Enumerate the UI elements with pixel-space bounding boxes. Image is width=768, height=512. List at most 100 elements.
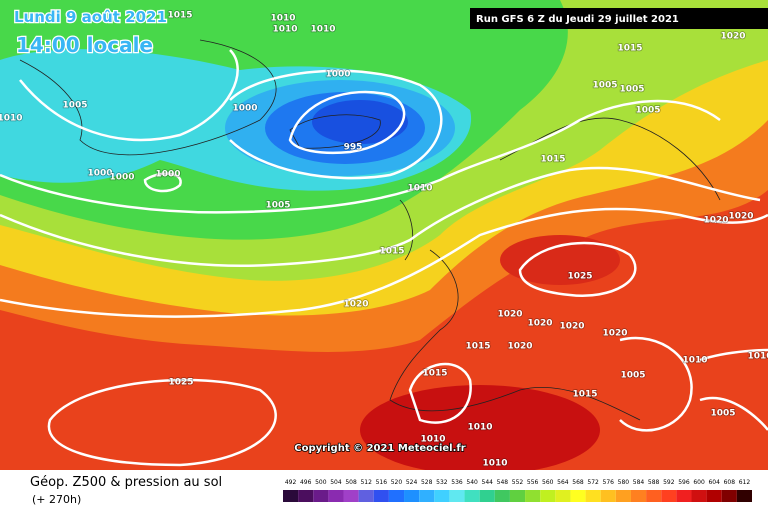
isobar-label: 1000 <box>325 70 350 80</box>
isobar-label: 1005 <box>620 371 645 381</box>
isobar-label: 1015 <box>465 342 490 352</box>
coastline-europe <box>389 117 721 421</box>
isobar-label: 1000 <box>109 173 134 183</box>
isobar-label: 995 <box>344 143 363 153</box>
isobar-label: 1000 <box>155 170 180 180</box>
scale-cell <box>585 490 601 502</box>
scale-label: 516 <box>376 479 388 486</box>
scale-label: 580 <box>618 479 630 486</box>
scale-cell <box>328 490 344 502</box>
scale-cell <box>600 490 616 502</box>
scale-label: 528 <box>421 479 433 486</box>
isobar-label: 1015 <box>379 247 404 257</box>
scale-label: 608 <box>724 479 736 486</box>
scale-label: 540 <box>466 479 478 486</box>
isobar-label: 1005 <box>62 101 87 111</box>
scale-cell <box>283 490 299 502</box>
isobar <box>0 99 721 214</box>
scale-cell <box>646 490 662 502</box>
scale-cell <box>343 490 359 502</box>
isobar-label: 1005 <box>619 85 644 95</box>
isobar-label: 1025 <box>567 272 592 282</box>
scale-cell <box>419 490 435 502</box>
isobar-label: 1015 <box>167 11 192 21</box>
isobar <box>229 69 443 180</box>
isobar-label: 1020 <box>507 342 532 352</box>
copyright: Copyright © 2021 Meteociel.fr <box>294 443 465 454</box>
isobar-label: 1010 <box>272 25 297 35</box>
scale-label: 532 <box>436 479 448 486</box>
isobar <box>288 90 406 155</box>
isobar-label: 1025 <box>168 378 193 388</box>
isobar <box>0 166 761 267</box>
footer-title: Géop. Z500 & pression au sol <box>30 475 222 490</box>
isobar-label: 1010 <box>0 114 23 124</box>
scale-label: 560 <box>542 479 554 486</box>
isobar-label: 1020 <box>720 32 745 42</box>
isobar-label: 1015 <box>617 44 642 54</box>
scale-label: 600 <box>693 479 705 486</box>
scale-cell <box>555 490 571 502</box>
scale-label: 548 <box>497 479 509 486</box>
coastline-iceland <box>289 114 381 149</box>
isobar-label: 1005 <box>592 81 617 91</box>
scale-cell <box>313 490 329 502</box>
scale-cell <box>494 490 510 502</box>
scale-label: 552 <box>512 479 524 486</box>
scale-label: 584 <box>633 479 645 486</box>
scale-label: 592 <box>663 479 675 486</box>
scale-label: 556 <box>527 479 539 486</box>
scale-label: 604 <box>708 479 720 486</box>
scale-cell <box>358 490 374 502</box>
scale-cell <box>509 490 526 502</box>
scale-cell <box>525 490 541 502</box>
scale-cell <box>706 490 722 502</box>
isobar <box>0 207 768 318</box>
isobar-label: 1010 <box>482 459 507 469</box>
scale-label: 512 <box>360 479 372 486</box>
scale-label: 596 <box>678 479 690 486</box>
isobar-label: 1010 <box>682 356 707 366</box>
scale-cell <box>615 490 631 502</box>
scale-label: 572 <box>587 479 599 486</box>
isobar <box>619 336 768 432</box>
scale-cell <box>570 490 586 502</box>
scale-label: 524 <box>406 479 418 486</box>
isobar-label: 1015 <box>422 369 447 379</box>
scale-cell <box>479 490 495 502</box>
isobar-label: 1000 <box>232 104 257 114</box>
isobar-label: 1020 <box>703 216 728 226</box>
field-dark-blue <box>312 100 408 144</box>
isobar <box>143 172 182 193</box>
scale-cell <box>676 490 692 502</box>
isobar-label: 1010 <box>467 423 492 433</box>
isobar-label: 1010 <box>747 352 768 362</box>
scale-cell <box>691 490 707 502</box>
footer-subtitle: (+ 270h) <box>32 493 81 506</box>
scale-label: 536 <box>451 479 463 486</box>
scale-cell <box>464 490 480 502</box>
scale-label: 508 <box>345 479 357 486</box>
isobar-label: 1005 <box>710 409 735 419</box>
scale-label: 504 <box>330 479 342 486</box>
scale-cell <box>298 490 314 502</box>
scale-label: 500 <box>315 479 327 486</box>
scale-cell <box>388 490 405 502</box>
isobar-label: 1000 <box>87 169 112 179</box>
isobar-label: 1020 <box>559 322 584 332</box>
scale-label: 576 <box>603 479 615 486</box>
scale-cell <box>661 490 677 502</box>
scale-label: 544 <box>482 479 494 486</box>
scale-label: 588 <box>648 479 660 486</box>
run-box <box>470 8 768 29</box>
isobar-label: 1010 <box>270 14 295 24</box>
scale-cell <box>736 490 752 502</box>
scale-cell <box>449 490 465 502</box>
scale-label: 492 <box>285 479 297 486</box>
isobar-label: 1005 <box>635 106 660 116</box>
scale-label: 612 <box>739 479 751 486</box>
scale-label: 564 <box>557 479 569 486</box>
scale-cell <box>630 490 647 502</box>
